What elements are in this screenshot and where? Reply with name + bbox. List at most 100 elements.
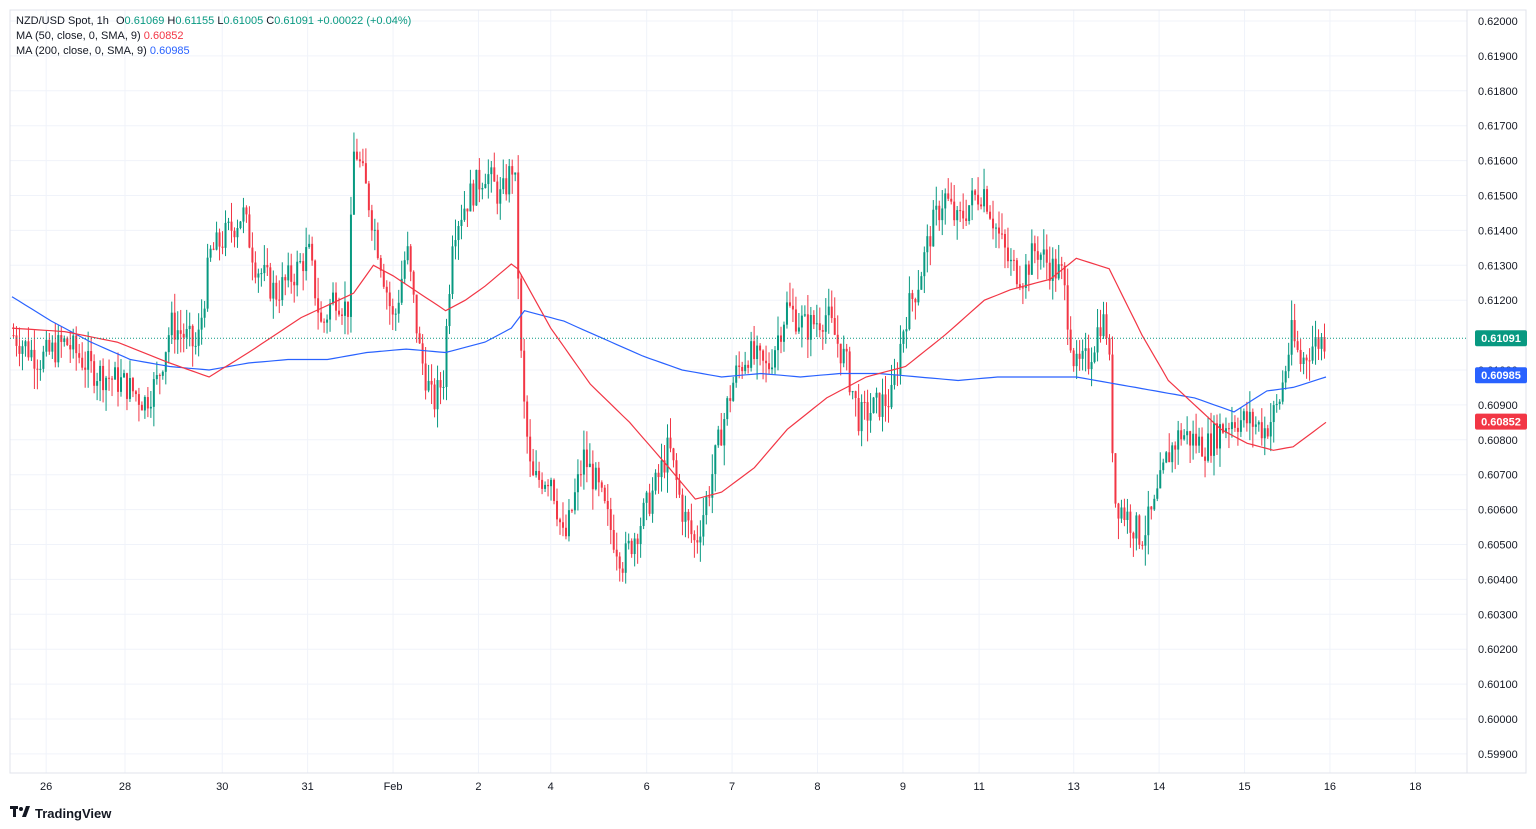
candle-down bbox=[173, 312, 176, 340]
candle-down bbox=[346, 301, 349, 317]
candle-down bbox=[478, 169, 481, 190]
candle-up bbox=[299, 261, 302, 263]
candle-down bbox=[911, 293, 914, 300]
candle-up bbox=[1147, 506, 1150, 536]
candle-up bbox=[1287, 354, 1290, 372]
candle-down bbox=[794, 309, 797, 332]
open-label: O bbox=[115, 15, 125, 27]
candle-up bbox=[893, 374, 896, 385]
candle-up bbox=[87, 351, 90, 370]
tradingview-brand[interactable]: TradingView bbox=[10, 806, 111, 821]
candle-up bbox=[257, 273, 260, 278]
candle-up bbox=[349, 214, 352, 317]
last-price-badge: 0.61091 bbox=[1481, 333, 1521, 345]
high-value: 0.61155 bbox=[175, 15, 215, 27]
candle-down bbox=[1180, 430, 1183, 440]
candle-down bbox=[1195, 433, 1198, 446]
tradingview-logo-icon bbox=[10, 806, 30, 821]
candle-down bbox=[1189, 431, 1192, 446]
price-axis: 0.62000 0.61900 0.61800 0.61700 0.61600 0.615… bbox=[1478, 16, 1518, 761]
candle-down bbox=[720, 429, 723, 446]
candle-down bbox=[320, 312, 323, 322]
candle-up bbox=[905, 329, 908, 332]
candle-down bbox=[1033, 243, 1036, 252]
candle-up bbox=[188, 325, 191, 330]
candle-up bbox=[971, 190, 974, 206]
candle-up bbox=[194, 345, 197, 347]
candle-down bbox=[472, 183, 475, 206]
candle-up bbox=[1290, 320, 1293, 355]
candle-down bbox=[254, 262, 257, 278]
candle-down bbox=[779, 335, 782, 342]
candle-up bbox=[1278, 401, 1281, 404]
candle-down bbox=[1296, 341, 1299, 350]
candle-down bbox=[230, 221, 233, 231]
candle-up bbox=[45, 339, 48, 352]
candle-up bbox=[550, 479, 553, 487]
candle-up bbox=[454, 240, 457, 247]
candle-up bbox=[224, 222, 227, 248]
time-tick-label: 31 bbox=[302, 781, 314, 793]
candle-down bbox=[517, 172, 520, 279]
candle-up bbox=[944, 193, 947, 209]
candle-down bbox=[439, 380, 442, 388]
candle-up bbox=[1192, 433, 1195, 446]
candle-down bbox=[466, 208, 469, 212]
candle-up bbox=[490, 167, 493, 175]
candle-up bbox=[699, 536, 702, 543]
time-axis: 26 28 30 31 Feb 2 4 6 7 8 9 11 13 14 15 16 18 bbox=[40, 781, 1421, 793]
candle-down bbox=[1210, 433, 1213, 456]
candle-down bbox=[48, 339, 51, 352]
candle-down bbox=[1201, 436, 1204, 457]
candle-down bbox=[379, 258, 382, 271]
candle-down bbox=[36, 368, 39, 370]
chart-frame bbox=[9, 9, 1527, 774]
candle-up bbox=[185, 329, 188, 338]
price-tick-label: 0.60700 bbox=[1478, 470, 1518, 482]
candle-down bbox=[314, 260, 317, 299]
ma200-row[interactable]: MA (200, close, 0, SMA, 9) 0.60985 bbox=[16, 44, 411, 59]
candle-down bbox=[553, 479, 556, 501]
candle-up bbox=[57, 335, 60, 363]
candle-up bbox=[1198, 436, 1201, 446]
ma50-row[interactable]: MA (50, close, 0, SMA, 9) 0.60852 bbox=[16, 29, 411, 44]
candle-up bbox=[723, 419, 726, 446]
candle-up bbox=[406, 246, 409, 261]
candle-up bbox=[851, 391, 854, 393]
candle-down bbox=[556, 500, 559, 520]
candle-up bbox=[260, 273, 263, 275]
candle-down bbox=[1123, 507, 1126, 520]
candle-down bbox=[505, 178, 508, 195]
candle-down bbox=[1150, 506, 1153, 510]
candle-down bbox=[947, 193, 950, 199]
candle-up bbox=[717, 429, 720, 446]
candle-down bbox=[526, 401, 529, 437]
candle-up bbox=[881, 394, 884, 417]
candle-down bbox=[765, 360, 768, 364]
candle-down bbox=[361, 161, 364, 164]
candle-down bbox=[158, 375, 161, 377]
candle-up bbox=[514, 172, 517, 175]
candle-up bbox=[1057, 264, 1060, 279]
candle-up bbox=[1224, 428, 1227, 433]
candle-up bbox=[427, 380, 430, 391]
chart-legend: NZD/USD Spot, 1h O0.61069 H0.61155 L0.61… bbox=[16, 14, 411, 59]
candle-down bbox=[845, 348, 848, 352]
candle-up bbox=[1239, 420, 1242, 432]
time-tick-label: 18 bbox=[1409, 781, 1421, 793]
candle-down bbox=[69, 345, 72, 350]
candle-down bbox=[1114, 453, 1117, 504]
candle-up bbox=[1171, 445, 1174, 463]
candle-up bbox=[114, 367, 117, 380]
candle-up bbox=[484, 184, 487, 188]
candle-up bbox=[1120, 507, 1123, 519]
candle-down bbox=[618, 556, 621, 569]
candle-down bbox=[233, 230, 236, 238]
time-tick-label: 4 bbox=[548, 781, 554, 793]
last-price-badge-bg bbox=[1475, 330, 1527, 347]
candle-up bbox=[1126, 511, 1129, 520]
candle-up bbox=[824, 315, 827, 332]
symbol-label[interactable]: NZD/USD Spot, 1h bbox=[16, 15, 109, 27]
candle-up bbox=[714, 445, 717, 475]
